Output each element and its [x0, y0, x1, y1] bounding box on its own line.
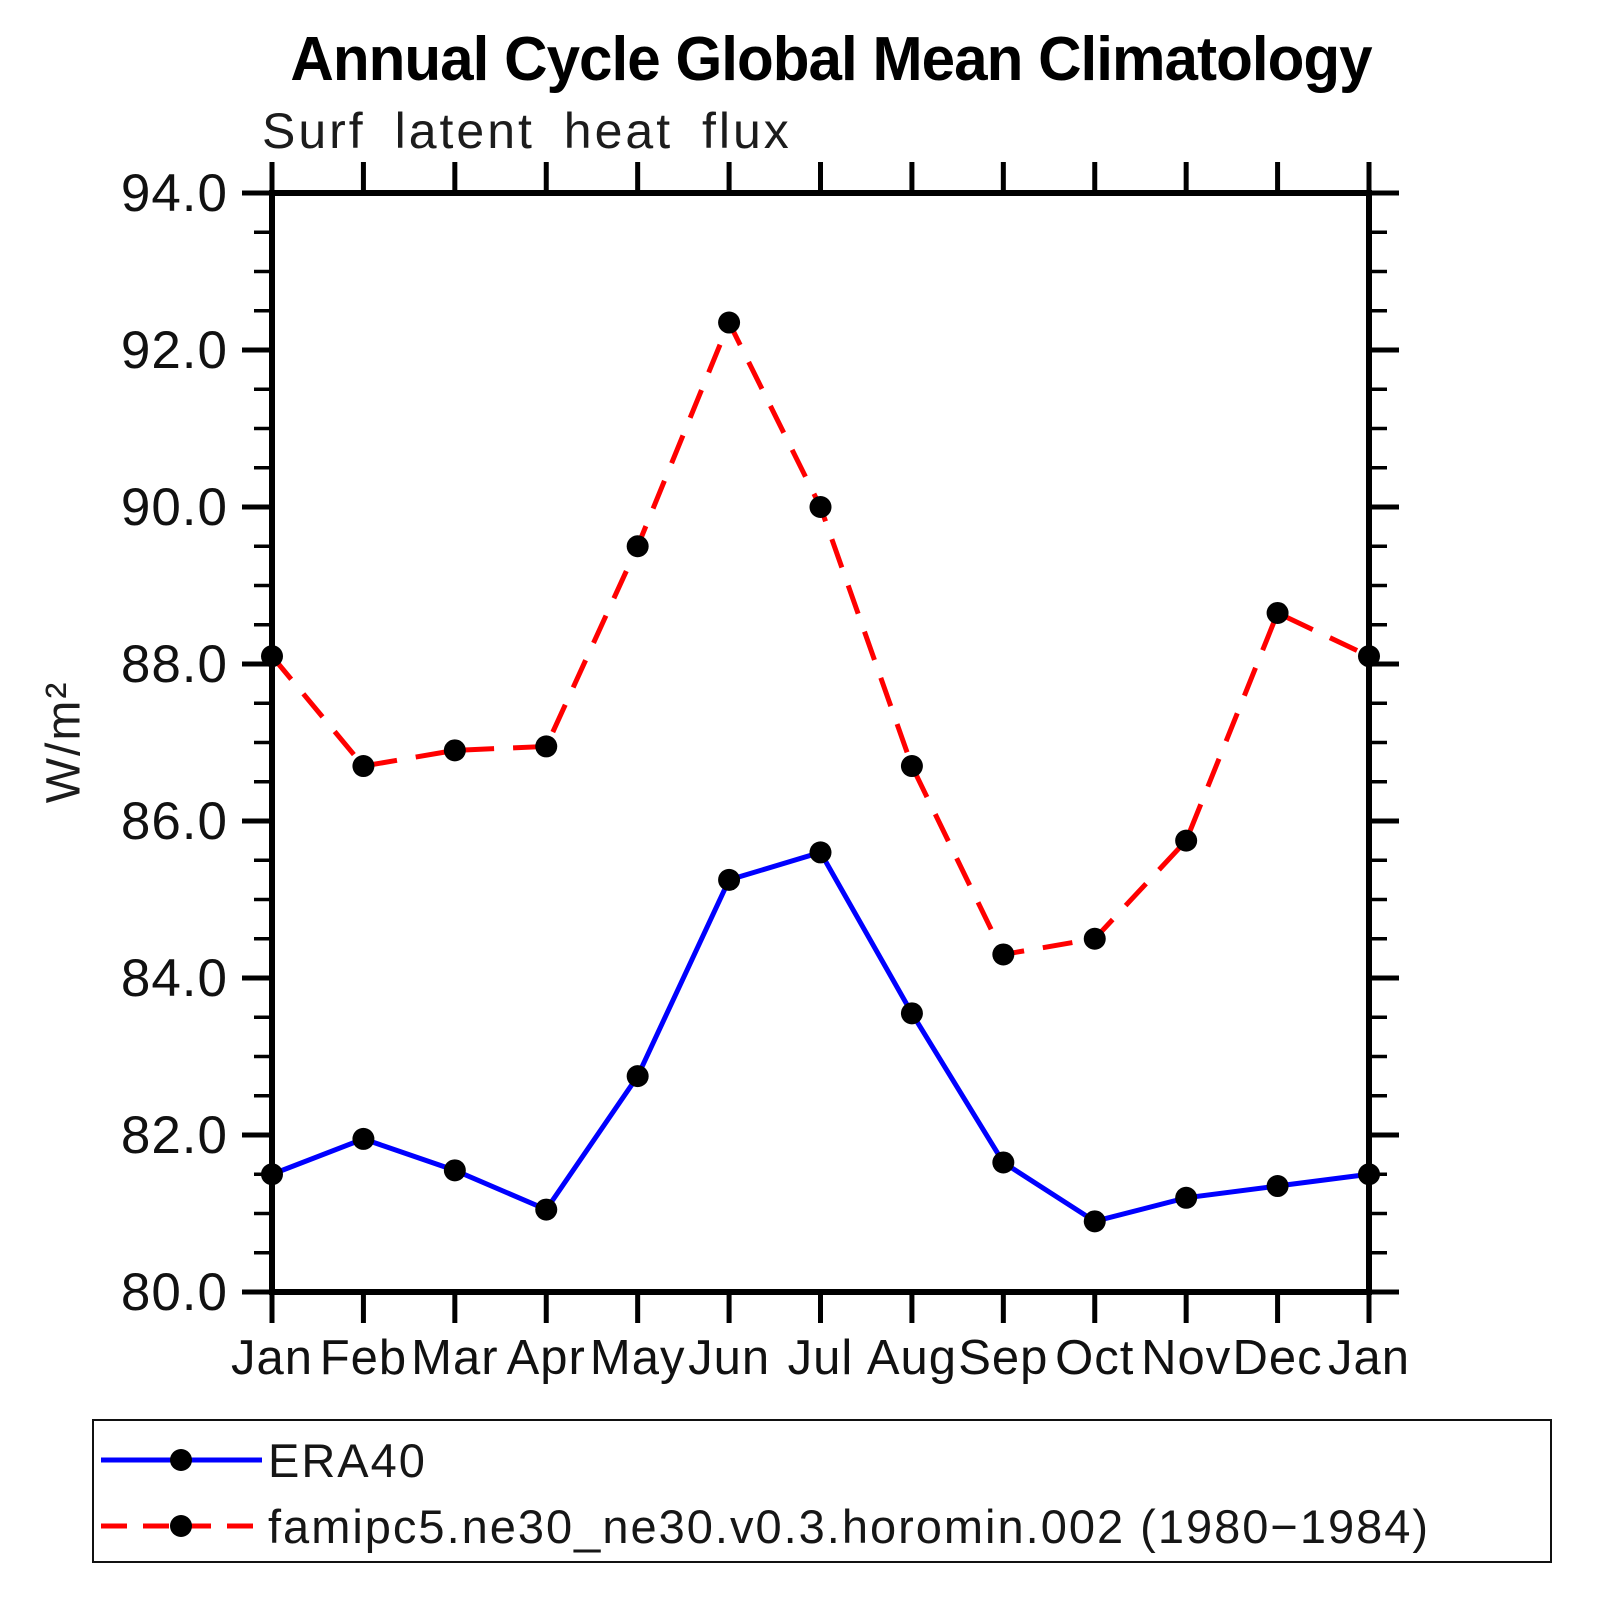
- legend-box: ERA40 famipc5.ne30_ne30.v0.3.horomin.002…: [92, 1419, 1552, 1563]
- x-tick-label: Jan: [231, 1331, 313, 1385]
- data-point-marker: [261, 1163, 283, 1186]
- data-point-marker: [352, 1127, 375, 1150]
- y-tick-label: 82.0: [121, 1106, 228, 1165]
- x-tick-label: Feb: [320, 1331, 407, 1385]
- data-point-marker: [1358, 1163, 1380, 1186]
- legend-marker-icon: [170, 1515, 192, 1537]
- x-tick-label: Apr: [507, 1331, 586, 1385]
- data-point-marker: [1083, 1210, 1106, 1233]
- legend-marker-icon: [170, 1449, 192, 1471]
- x-tick-label: Jul: [788, 1331, 854, 1385]
- data-point-marker: [809, 496, 832, 518]
- series-line-era40: [271, 849, 1370, 1225]
- data-point-marker: [900, 755, 923, 778]
- y-tick-label: 90.0: [121, 478, 228, 537]
- x-tick-label: Jun: [688, 1331, 770, 1385]
- chart-title: Annual Cycle Global Mean Climatology: [290, 25, 1372, 94]
- data-point-marker: [809, 841, 832, 864]
- data-point-marker: [900, 1002, 923, 1025]
- legend-item: famipc5.ne30_ne30.v0.3.horomin.002 (1980…: [99, 1500, 1430, 1553]
- data-point-marker: [261, 645, 283, 668]
- x-axis-ticks: Jan Feb Mar Apr May Jun Jul Aug Sep Oct Nov Dec Jan: [231, 162, 1410, 1385]
- y-tick-label: 84.0: [121, 949, 228, 1008]
- y-axis-ticks: 80.0 82.0 84.0 86.0 88.0 90.0 92.0 94.0: [121, 164, 1399, 1322]
- x-tick-label: May: [590, 1331, 686, 1385]
- data-point-marker: [443, 739, 466, 762]
- chart-subtitle: Surf latent heat flux: [262, 103, 792, 159]
- legend-item: ERA40: [99, 1434, 427, 1487]
- data-point-marker: [535, 1198, 558, 1221]
- x-tick-label: Jan: [1328, 1331, 1410, 1385]
- data-point-marker: [1175, 829, 1198, 852]
- data-point-marker: [992, 943, 1015, 966]
- data-point-marker: [718, 311, 741, 334]
- data-point-marker: [626, 1065, 649, 1088]
- y-tick-label: 80.0: [121, 1263, 228, 1322]
- data-point-marker: [718, 868, 741, 891]
- legend-label: ERA40: [268, 1433, 427, 1487]
- x-tick-label: Mar: [411, 1331, 498, 1385]
- x-tick-label: Nov: [1141, 1331, 1231, 1385]
- y-tick-label: 94.0: [121, 164, 228, 223]
- data-point-marker: [1266, 1175, 1289, 1198]
- y-tick-label: 86.0: [121, 792, 228, 851]
- data-point-marker: [992, 1151, 1015, 1174]
- data-point-marker: [1266, 601, 1289, 624]
- data-point-marker: [1358, 645, 1380, 668]
- data-point-marker: [443, 1159, 466, 1182]
- data-point-marker: [352, 755, 375, 778]
- legend-line-sample: [101, 1449, 262, 1471]
- x-tick-label: Sep: [958, 1331, 1048, 1385]
- plot-frame: [269, 190, 1372, 1295]
- data-point-marker: [1175, 1186, 1198, 1209]
- y-tick-label: 88.0: [121, 635, 228, 694]
- x-tick-label: Oct: [1055, 1331, 1134, 1385]
- data-point-marker: [535, 735, 558, 758]
- y-tick-label: 92.0: [121, 321, 228, 380]
- x-tick-label: Aug: [867, 1331, 957, 1385]
- data-point-marker: [626, 535, 649, 558]
- x-tick-label: Dec: [1233, 1331, 1323, 1385]
- legend-label: famipc5.ne30_ne30.v0.3.horomin.002 (1980…: [268, 1499, 1431, 1553]
- data-point-marker: [1083, 927, 1106, 950]
- legend-line-sample: [101, 1515, 262, 1537]
